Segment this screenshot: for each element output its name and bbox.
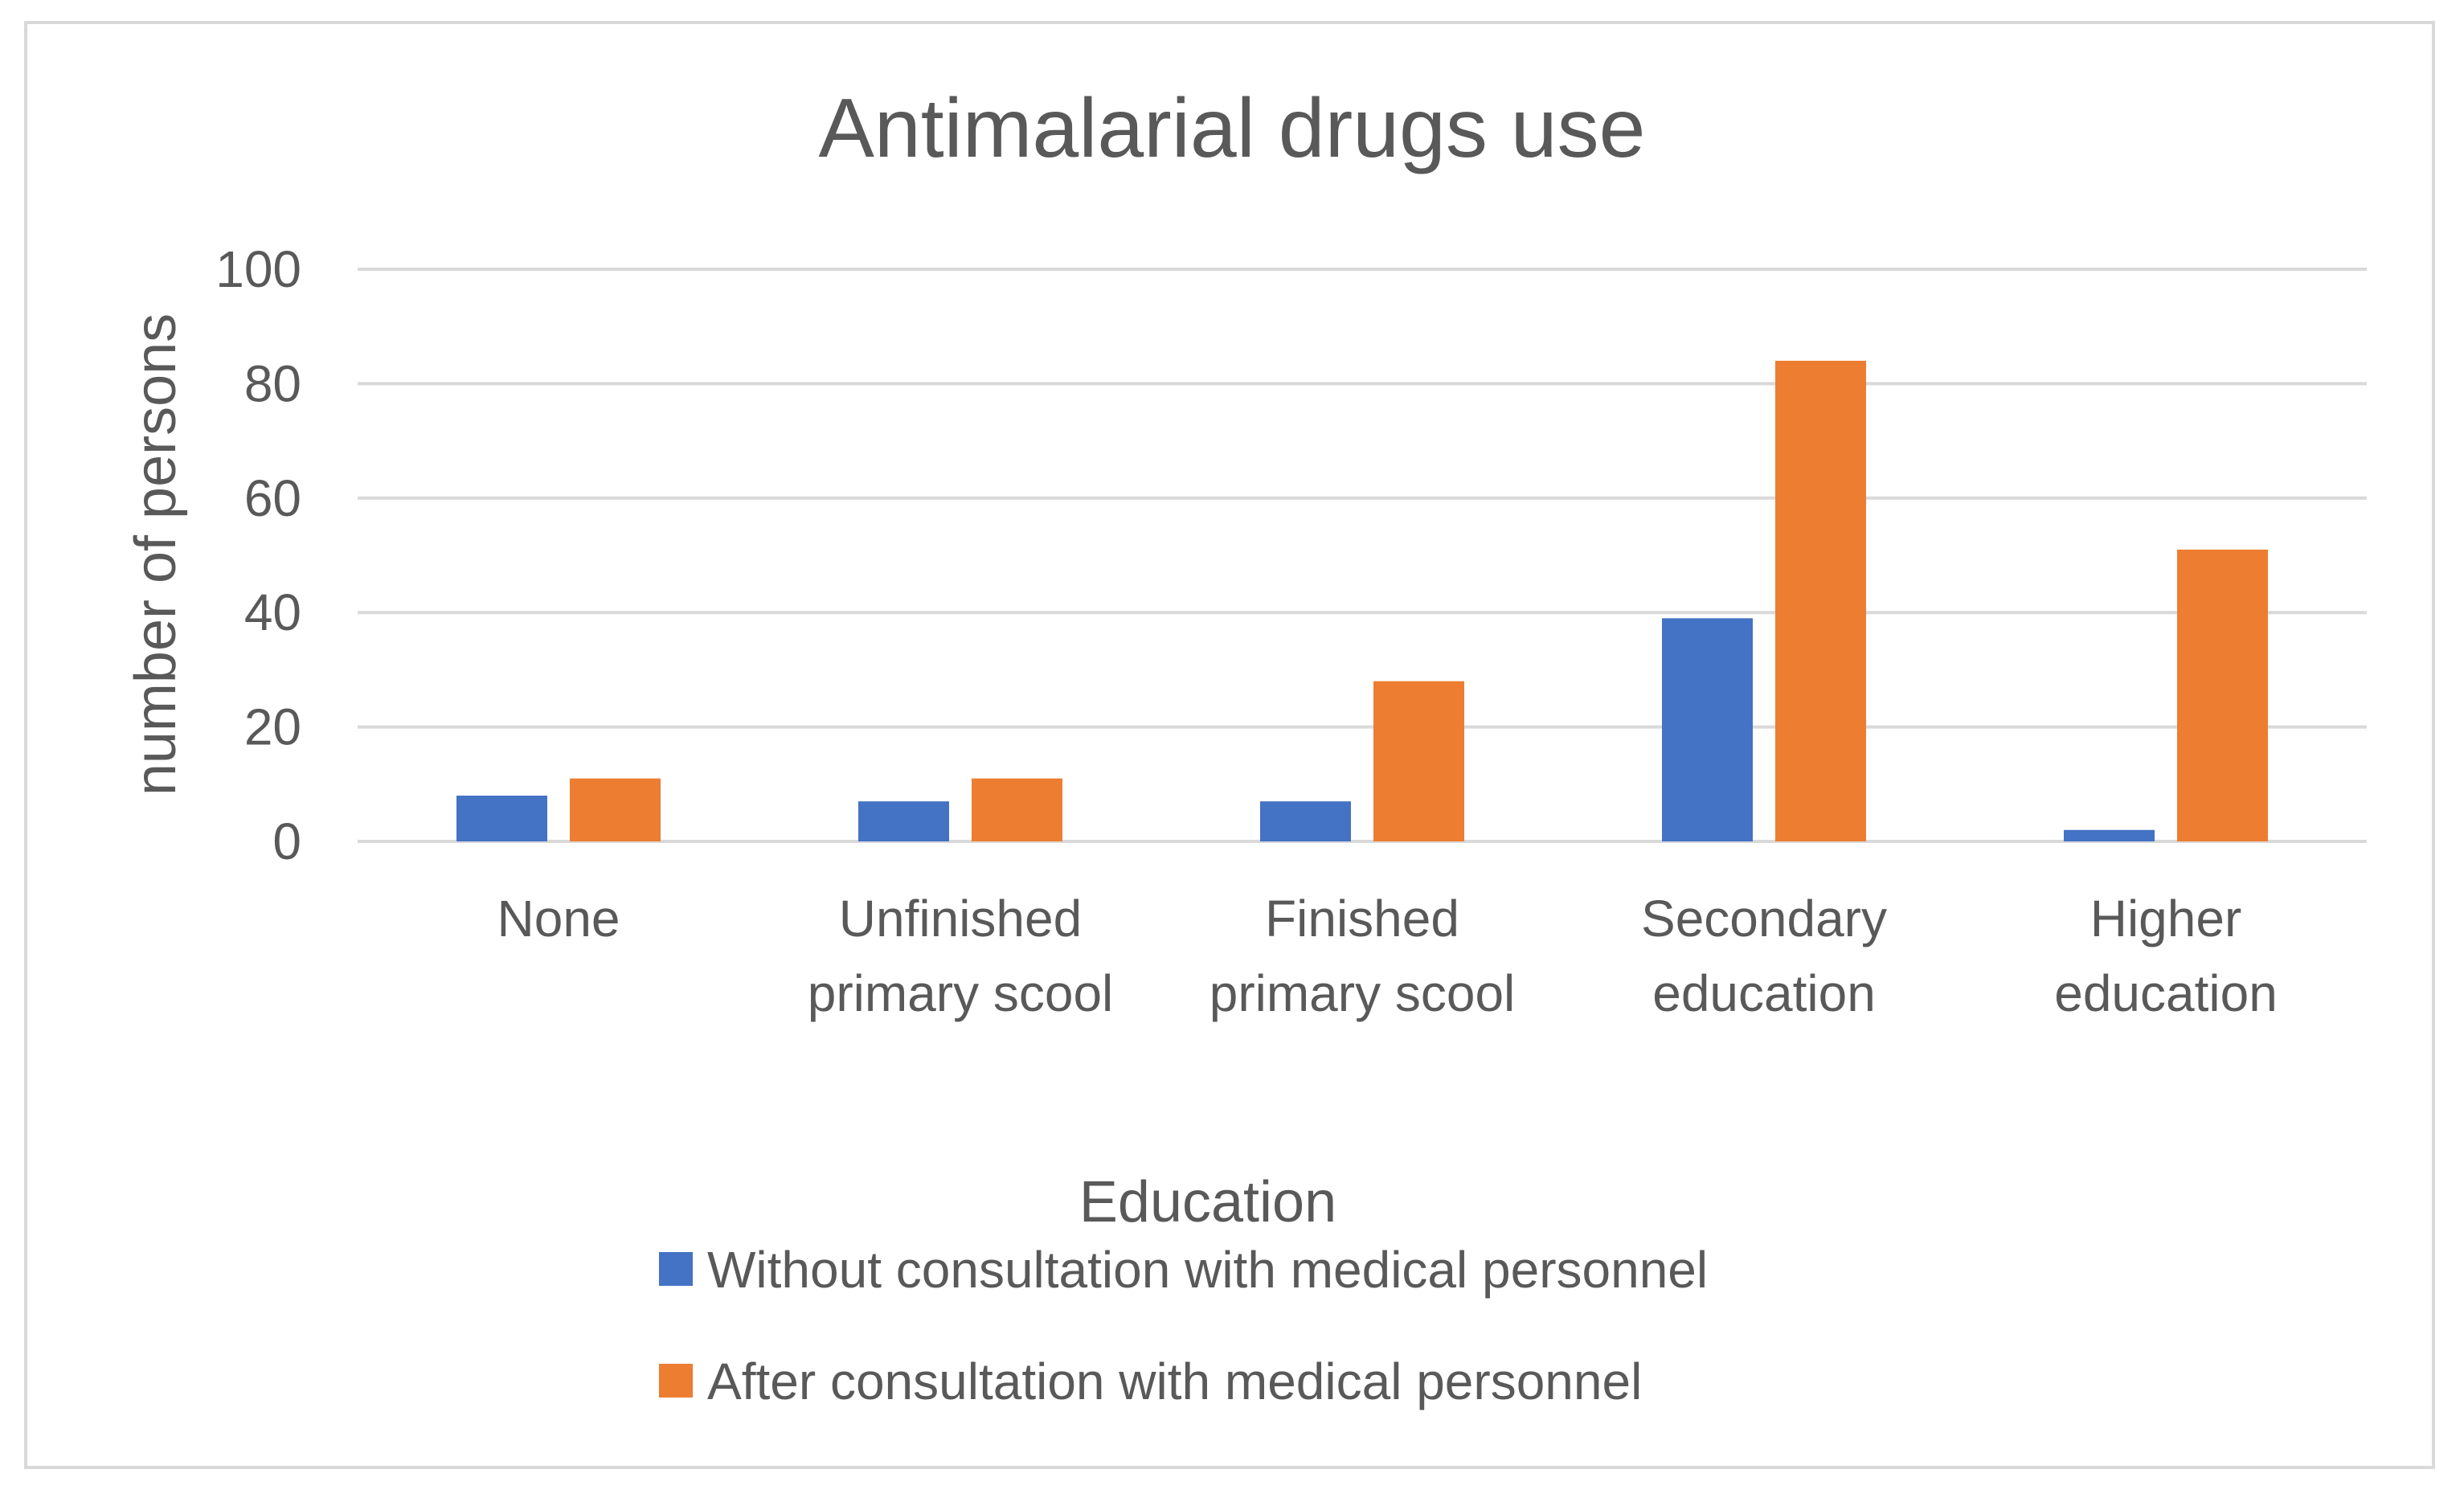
legend: Without consultation with medical person…: [659, 1241, 1708, 1410]
x-category-label: primary scool: [808, 964, 1114, 1022]
gridlines: [358, 268, 2367, 843]
legend-swatch: [659, 1364, 693, 1398]
bar-without-consultation: [456, 796, 547, 841]
y-tick-label: 60: [244, 469, 301, 527]
bar-after-consultation: [1775, 360, 1866, 841]
x-category-label: Finished: [1265, 890, 1459, 947]
y-tick-label: 0: [272, 812, 301, 870]
bars: [456, 360, 2268, 841]
bar-without-consultation: [1260, 801, 1351, 841]
bar-after-consultation: [972, 778, 1062, 841]
bar-after-consultation: [2177, 549, 2268, 841]
x-category-label: Unfinished: [839, 890, 1082, 947]
x-category-label: None: [497, 890, 620, 947]
y-axis-ticks: 0 20 40 60 80 100: [215, 240, 301, 870]
x-category-label: primary scool: [1209, 964, 1516, 1022]
y-axis-title: number of persons: [124, 313, 188, 796]
x-axis-title: Education: [1079, 1170, 1336, 1234]
x-category-label: education: [1652, 964, 1876, 1022]
bar-after-consultation: [570, 778, 661, 841]
y-tick-label: 40: [244, 583, 301, 641]
x-category-label: Higher: [2090, 890, 2242, 947]
y-tick-label: 80: [244, 354, 301, 412]
legend-label: After consultation with medical personne…: [707, 1353, 1642, 1410]
y-tick-label: 20: [244, 698, 301, 756]
bar-after-consultation: [1373, 681, 1464, 841]
chart-title: Antimalarial drugs use: [819, 82, 1646, 175]
y-tick-label: 100: [215, 240, 301, 298]
x-axis-categories: None Unfinished primary scool Finished prima…: [497, 890, 2278, 1022]
legend-label: Without consultation with medical person…: [707, 1241, 1708, 1299]
legend-swatch: [659, 1252, 693, 1286]
x-category-label: Secondary: [1641, 890, 1887, 947]
bar-without-consultation: [858, 801, 949, 841]
bar-without-consultation: [1662, 618, 1753, 841]
x-category-label: education: [2054, 964, 2278, 1022]
bar-without-consultation: [2064, 829, 2155, 841]
chart-frame: [24, 21, 2435, 1469]
